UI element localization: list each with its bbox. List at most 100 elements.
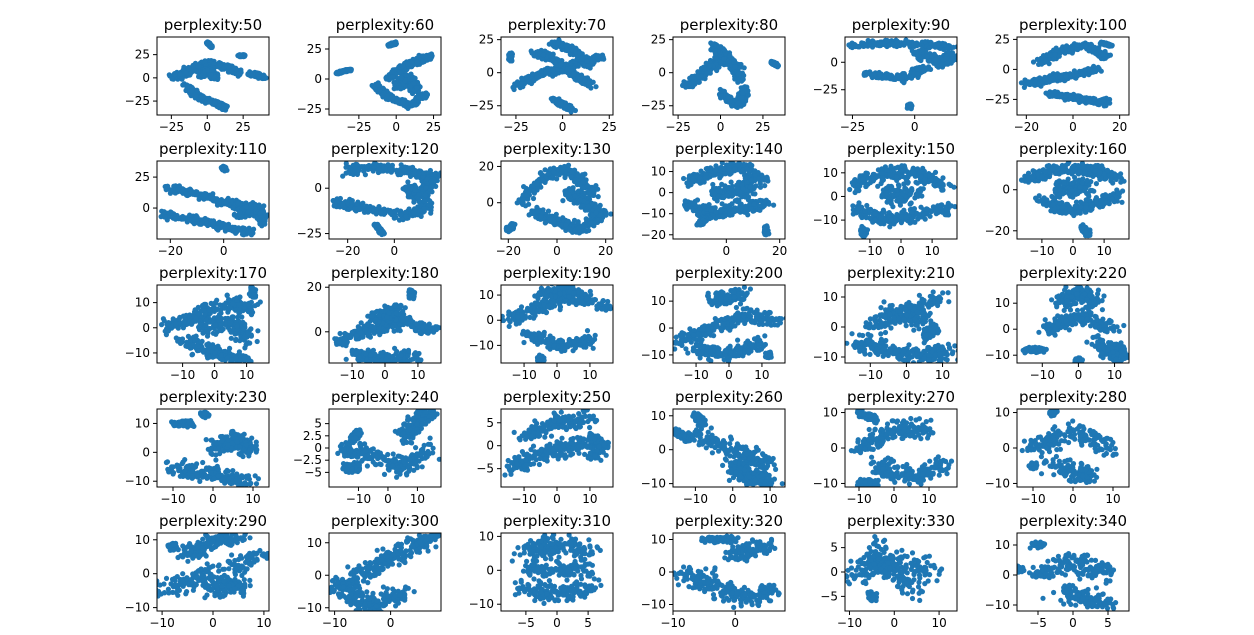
scatter-point [721, 47, 728, 53]
scatter-point [1052, 52, 1058, 58]
scatter-point [183, 70, 189, 76]
scatter-point [542, 48, 548, 54]
scatter-point [184, 83, 190, 90]
scatter-point [886, 74, 892, 80]
scatter-point [862, 43, 868, 49]
scatter-point [586, 83, 593, 89]
scatter-point [901, 80, 907, 86]
x-tick-label: −25 [840, 120, 865, 134]
scatter-point [1086, 46, 1092, 53]
scatter-point [701, 64, 707, 70]
scatter-point [584, 58, 590, 64]
scatter-point [237, 52, 243, 58]
scatter-point [545, 65, 551, 72]
scatter-point [182, 189, 188, 195]
y-tick-label: 0 [830, 55, 838, 69]
scatter-point [712, 50, 719, 57]
scatter-point [550, 67, 556, 73]
scatter-points [846, 37, 957, 112]
x-tick-label: 0 [203, 120, 211, 134]
scatter-point [774, 63, 781, 69]
scatter-point [1043, 59, 1049, 65]
axes-frame [844, 36, 958, 116]
scatter-point [683, 80, 689, 86]
scatter-point [881, 74, 888, 80]
scatter-point [175, 186, 181, 192]
scatter-point [909, 66, 915, 72]
scatter-point [573, 49, 579, 56]
scatter-point [1106, 42, 1112, 48]
scatter-point [402, 67, 409, 73]
scatter-point [909, 48, 915, 54]
axes-frame [672, 36, 786, 116]
scatter-point [1058, 93, 1064, 99]
scatter-point [212, 99, 218, 106]
scatter-point [718, 93, 724, 99]
scatter-point [261, 74, 268, 80]
scatter-points [1018, 39, 1115, 109]
scatter-point [526, 78, 532, 84]
scatter-point [186, 66, 192, 72]
scatter-point [177, 71, 183, 77]
scatter-point [941, 42, 947, 48]
scatter-point [890, 41, 896, 48]
scatter-point [590, 79, 596, 85]
scatter-point [735, 77, 741, 83]
scatter-point [377, 87, 383, 93]
y-tick-label: −25 [297, 102, 322, 116]
scatter-point [1073, 73, 1080, 79]
scatter-point [571, 71, 577, 77]
scatter-point [944, 60, 950, 66]
scatter-point [1068, 95, 1074, 101]
scatter-point [739, 94, 745, 100]
scatter-point [707, 70, 713, 76]
scatter-point [390, 73, 396, 79]
axes-frame [328, 36, 442, 116]
scatter-point [515, 82, 522, 88]
scatter-point [546, 41, 552, 47]
scatter-point [852, 42, 859, 49]
subplot-title: perplexity:60 [336, 16, 434, 34]
scatter-point [427, 52, 433, 58]
scatter-point [256, 74, 262, 80]
scatter-point [696, 79, 702, 85]
scatter-point [1074, 42, 1080, 48]
scatter-point [864, 70, 870, 76]
scatter-point [559, 68, 566, 74]
scatter-point [721, 88, 728, 94]
y-tick-label: −25 [469, 99, 494, 113]
scatter-point [949, 51, 955, 57]
scatter-point [739, 90, 746, 96]
scatter-point [562, 103, 568, 110]
scatter-point [709, 41, 715, 47]
scatter-point [1054, 93, 1060, 99]
scatter-point [235, 71, 241, 77]
scatter-point [568, 103, 574, 109]
scatter-point [926, 58, 932, 64]
scatter-point [908, 74, 914, 80]
scatter-point [1056, 53, 1062, 59]
scatter-point [228, 69, 234, 75]
axes-frame [500, 36, 614, 116]
scatter-point [1074, 46, 1080, 52]
x-tick-label: −25 [159, 120, 184, 134]
scatter-point [398, 75, 404, 81]
scatter-point [210, 196, 216, 202]
scatter-point [564, 47, 570, 53]
y-tick-label: 25 [651, 33, 666, 47]
scatter-point [585, 62, 591, 68]
scatter-point [913, 41, 919, 47]
subplot: perplexity:90−25 0−250 [813, 16, 958, 134]
y-tick-label: 25 [307, 42, 322, 56]
scatter-point [732, 64, 738, 70]
y-tick-label: −25 [641, 99, 666, 113]
scatter-point [211, 61, 217, 67]
scatter-point [403, 72, 409, 78]
scatter-point [179, 76, 185, 82]
scatter-point [414, 59, 420, 65]
scatter-point [696, 74, 702, 80]
scatter-point [1101, 41, 1107, 47]
scatter-point [180, 82, 186, 88]
